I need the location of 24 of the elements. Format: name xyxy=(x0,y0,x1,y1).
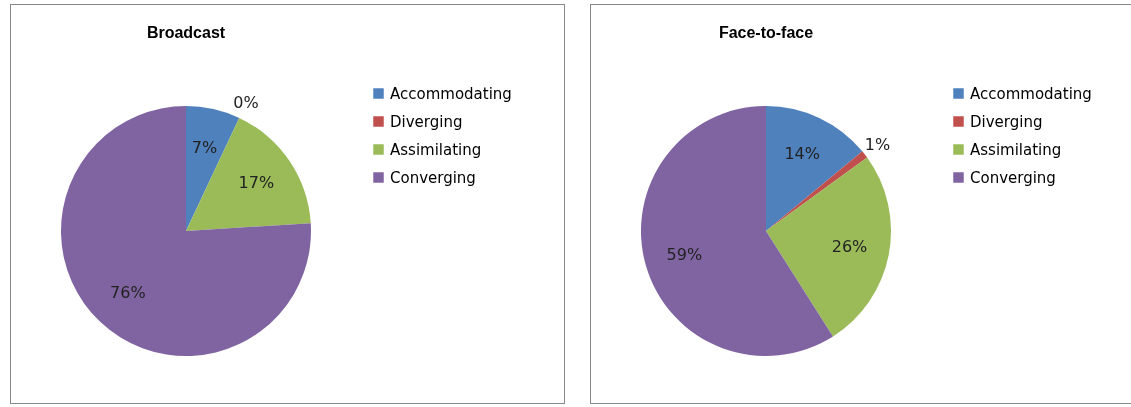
pie-slice xyxy=(186,106,240,231)
legend-label: Diverging xyxy=(970,112,1043,131)
legend-label: Converging xyxy=(970,168,1056,187)
chart-title: Face-to-face xyxy=(718,24,814,41)
legend-label: Assimilating xyxy=(970,140,1062,159)
pie-slice xyxy=(61,106,311,356)
pie-slice xyxy=(766,106,863,231)
legend-label: Accommodating xyxy=(390,84,512,103)
chart-title: Broadcast xyxy=(146,24,226,41)
data-label: 59% xyxy=(666,244,703,264)
legend-label: Converging xyxy=(390,168,476,187)
pie-slice xyxy=(641,106,833,356)
data-label: 26% xyxy=(831,236,868,256)
pie-slice xyxy=(766,157,891,337)
data-label: 14% xyxy=(784,144,820,164)
data-label: 17% xyxy=(238,173,275,193)
data-label: 7% xyxy=(191,138,218,158)
legend-label: Assimilating xyxy=(390,140,482,159)
legend-label: Accommodating xyxy=(970,84,1092,103)
pie-slice xyxy=(186,117,311,231)
text: 0% xyxy=(233,93,259,113)
data-label: 76% xyxy=(110,282,146,302)
data-label: 1% xyxy=(864,134,891,154)
legend-label: Diverging xyxy=(390,112,463,131)
